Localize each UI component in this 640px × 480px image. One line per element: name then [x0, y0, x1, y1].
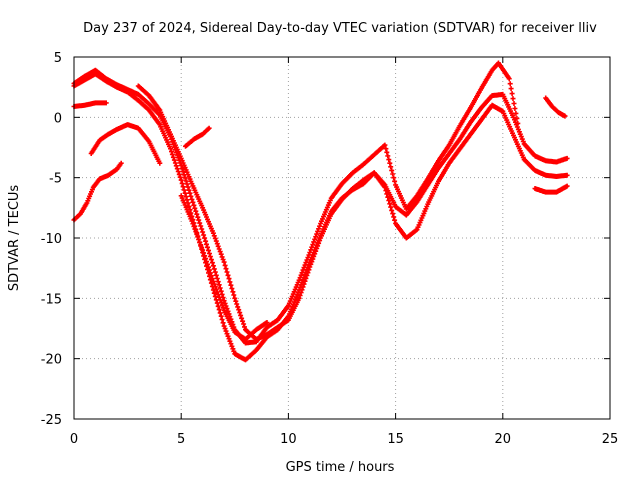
- x-axis-label: GPS time / hours: [286, 460, 395, 475]
- y-tick-label: 0: [54, 111, 62, 126]
- y-tick-label: 5: [54, 51, 62, 66]
- data-points: [88, 122, 163, 166]
- data-layer: [71, 60, 570, 363]
- x-tick-label: 10: [280, 432, 297, 447]
- series-track-b: [71, 71, 570, 363]
- axes: 0 5 10 15 20 25 5 0 -5 -10 -15 -20 -25: [41, 51, 619, 447]
- series-track-j: [532, 183, 570, 195]
- data-points: [71, 160, 124, 223]
- data-points: [183, 125, 212, 149]
- data-points: [543, 95, 568, 119]
- y-tick-label: -10: [41, 232, 62, 247]
- x-tick-label: 15: [387, 432, 404, 447]
- y-tick-label: -15: [41, 292, 62, 307]
- x-tick-label: 25: [602, 432, 619, 447]
- series-track-i: [543, 95, 568, 119]
- y-axis-label: SDTVAR / TECUs: [7, 185, 22, 292]
- data-points: [71, 71, 570, 363]
- series-track-e: [88, 122, 163, 166]
- data-points: [532, 183, 570, 195]
- series-track-f: [71, 160, 124, 223]
- series-track-h: [183, 125, 212, 149]
- chart-title: Day 237 of 2024, Sidereal Day-to-day VTE…: [83, 21, 597, 36]
- x-tick-label: 5: [177, 432, 185, 447]
- grid: [74, 57, 610, 419]
- series-track-c: [135, 83, 570, 342]
- series-track-d: [71, 100, 109, 109]
- data-points: [71, 100, 109, 109]
- x-tick-label: 20: [495, 432, 512, 447]
- y-tick-label: -20: [41, 353, 62, 368]
- data-points: [135, 83, 570, 342]
- data-points: [178, 193, 270, 342]
- x-tick-label: 0: [70, 432, 78, 447]
- y-tick-label: -5: [49, 172, 62, 187]
- series-track-g: [178, 193, 270, 342]
- y-tick-label: -25: [41, 413, 62, 428]
